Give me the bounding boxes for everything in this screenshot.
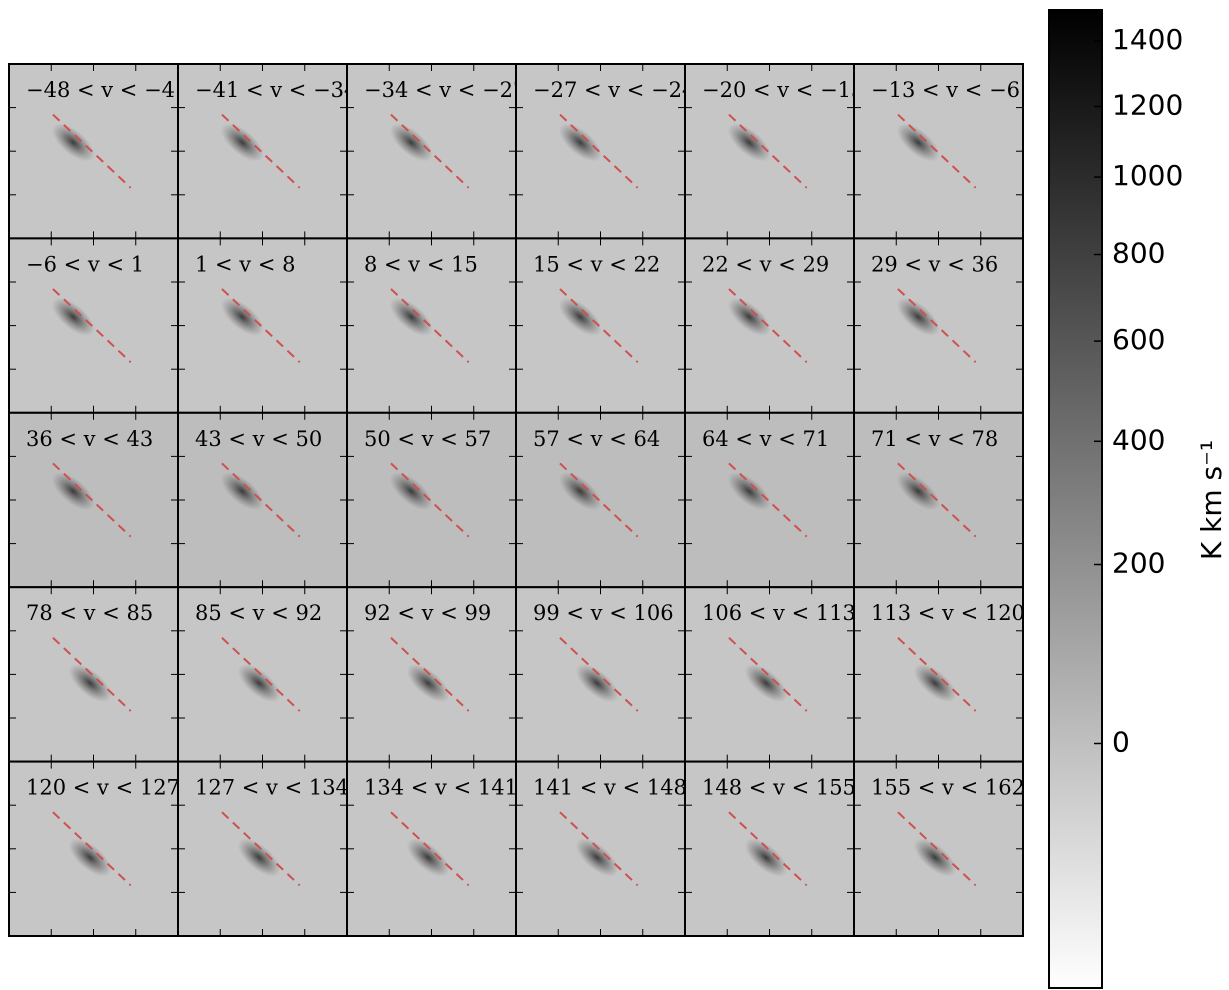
colorbar-tick-label: 800	[1112, 237, 1165, 270]
panel-label: 50 < v < 57	[364, 427, 491, 451]
panel-label: −48 < v < −41	[26, 78, 188, 102]
panel-label: 99 < v < 106	[533, 601, 674, 625]
panel: −27 < v < −24	[516, 64, 695, 238]
panel: −20 < v < −13	[685, 64, 864, 238]
colorbar-tick-label: 1000	[1112, 159, 1183, 192]
panel-label: −6 < v < 1	[26, 252, 144, 276]
panel-label: 64 < v < 71	[702, 427, 829, 451]
colorbar-tick-label: 0	[1112, 726, 1130, 759]
panel: 99 < v < 106	[516, 587, 685, 761]
panel: 22 < v < 29	[685, 238, 854, 412]
panel: 141 < v < 148	[516, 762, 687, 936]
panel-label: −41 < v < −34	[195, 78, 357, 102]
panel-label: 22 < v < 29	[702, 252, 829, 276]
panel-label: 8 < v < 15	[364, 252, 478, 276]
panel: 155 < v < 162	[854, 762, 1025, 936]
colorbar-tick-label: 200	[1112, 547, 1165, 580]
panel: 29 < v < 36	[854, 238, 1023, 412]
panel: 36 < v < 43	[9, 413, 178, 587]
panel: 57 < v < 64	[516, 413, 685, 587]
panel: 78 < v < 85	[9, 587, 178, 761]
panel-label: −34 < v < −27	[364, 78, 526, 102]
panel-label: 113 < v < 120	[871, 601, 1025, 625]
colorbar	[1049, 10, 1102, 988]
panel-label: −27 < v < −24	[533, 78, 695, 102]
panel: 43 < v < 50	[178, 413, 347, 587]
panel: 106 < v < 113	[685, 587, 856, 761]
panel-label: 43 < v < 50	[195, 427, 322, 451]
panel: 15 < v < 22	[516, 238, 685, 412]
panel-label: 155 < v < 162	[871, 776, 1025, 800]
panel: −41 < v < −34	[178, 64, 357, 238]
colorbar-tick-label: 1200	[1112, 88, 1183, 121]
colorbar-label: K km s⁻¹	[1195, 440, 1228, 560]
panel-label: 141 < v < 148	[533, 776, 687, 800]
panel-label: 85 < v < 92	[195, 601, 322, 625]
panel: −34 < v < −27	[347, 64, 526, 238]
panel-label: −13 < v < −6	[871, 78, 1020, 102]
panel-label: 120 < v < 127	[26, 776, 180, 800]
panel: 92 < v < 99	[347, 587, 516, 761]
panel: 148 < v < 155	[685, 762, 856, 936]
colorbar-tick-label: 1400	[1112, 23, 1183, 56]
panel: 8 < v < 15	[347, 238, 516, 412]
panel: 127 < v < 134	[178, 762, 349, 936]
panel-label: 1 < v < 8	[195, 252, 295, 276]
panel-label: 148 < v < 155	[702, 776, 856, 800]
colorbar-tick-label: 400	[1112, 423, 1165, 456]
panel-label: 134 < v < 141	[364, 776, 518, 800]
panel-label: 106 < v < 113	[702, 601, 856, 625]
panel-label: 15 < v < 22	[533, 252, 660, 276]
panel: 85 < v < 92	[178, 587, 347, 761]
panel: −13 < v < −6	[854, 64, 1023, 238]
panel-label: 92 < v < 99	[364, 601, 491, 625]
panel: 134 < v < 141	[347, 762, 518, 936]
panel-label: 36 < v < 43	[26, 427, 153, 451]
panel: 64 < v < 71	[685, 413, 854, 587]
panel: 50 < v < 57	[347, 413, 516, 587]
panel-label: 78 < v < 85	[26, 601, 153, 625]
panel: 120 < v < 127	[9, 762, 180, 936]
panel-label: 29 < v < 36	[871, 252, 998, 276]
panel: 1 < v < 8	[178, 238, 347, 412]
panel-label: −20 < v < −13	[702, 78, 864, 102]
panel-label: 71 < v < 78	[871, 427, 998, 451]
panel: −48 < v < −41	[9, 64, 188, 238]
colorbar-tick-label: 600	[1112, 323, 1165, 356]
panel: −6 < v < 1	[9, 238, 178, 412]
figure: −48 < v < −41−41 < v < −34−34 < v < −27−…	[0, 0, 1229, 990]
panel-label: 127 < v < 134	[195, 776, 349, 800]
panel-label: 57 < v < 64	[533, 427, 660, 451]
panel: 113 < v < 120	[854, 587, 1025, 761]
panel: 71 < v < 78	[854, 413, 1023, 587]
